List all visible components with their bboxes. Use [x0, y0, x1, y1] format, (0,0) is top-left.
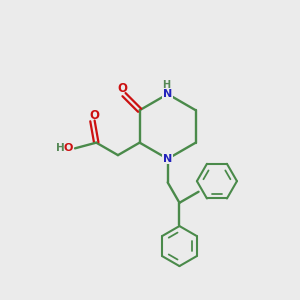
Text: O: O — [89, 109, 99, 122]
Text: H: H — [56, 143, 64, 153]
Text: N: N — [163, 154, 172, 164]
Text: O: O — [118, 82, 128, 95]
Text: H: H — [162, 80, 170, 90]
Text: N: N — [163, 89, 172, 99]
Text: O: O — [64, 143, 73, 153]
